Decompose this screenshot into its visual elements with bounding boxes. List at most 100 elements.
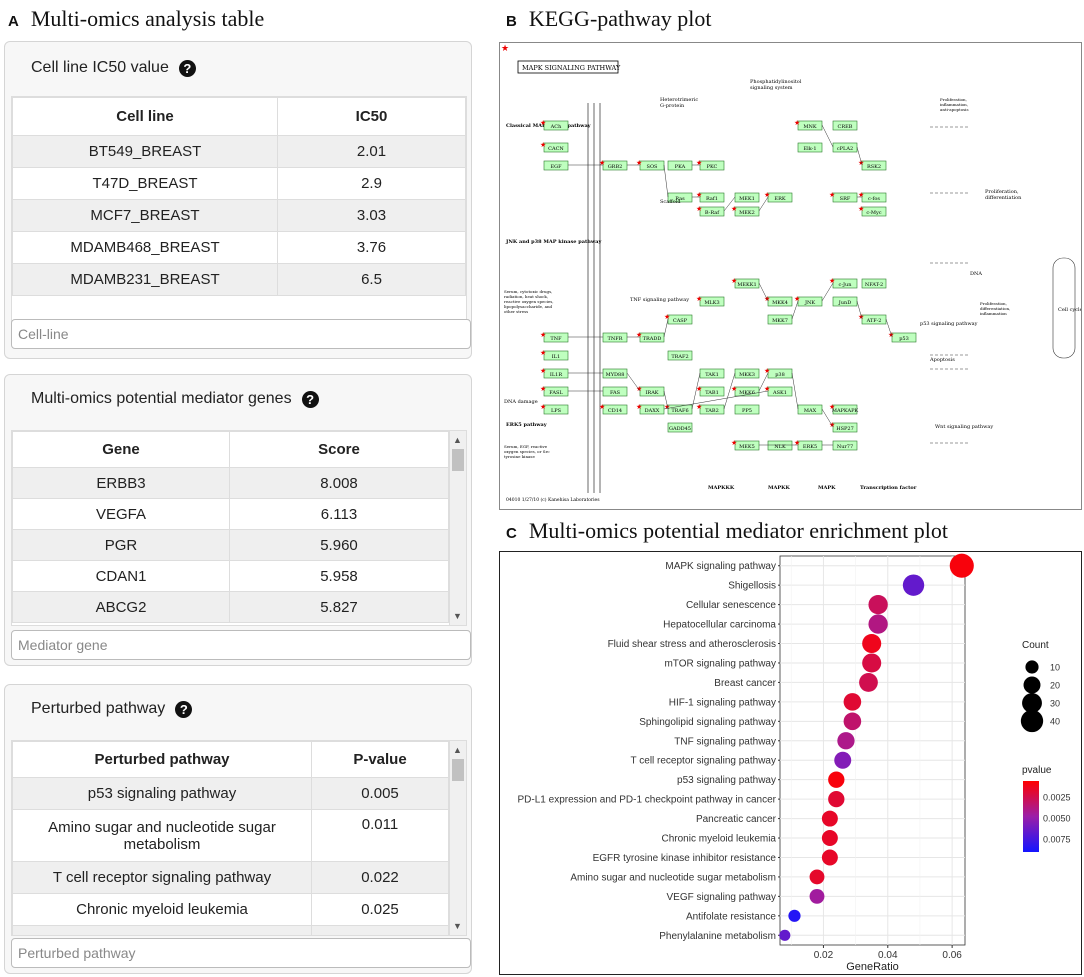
gene-node[interactable] xyxy=(543,160,569,171)
column-header[interactable]: IC50 xyxy=(277,97,466,136)
table-row[interactable]: Amino sugar and nucleotide sugar metabol… xyxy=(12,809,449,862)
perturbed-scrollbar[interactable]: ▲ ▼ xyxy=(449,741,466,935)
gene-node[interactable] xyxy=(543,404,569,415)
data-point[interactable] xyxy=(834,751,852,769)
gene-node[interactable] xyxy=(832,422,858,433)
table-row[interactable]: p53 signaling pathway 0.005 xyxy=(12,777,449,810)
data-point[interactable] xyxy=(809,888,825,904)
data-point[interactable] xyxy=(868,614,888,634)
table-row[interactable]: MCF7_BREAST 3.03 xyxy=(12,199,466,232)
table-row[interactable]: Chronic myeloid leukemia 0.025 xyxy=(12,893,449,926)
scroll-up-icon[interactable]: ▲ xyxy=(453,745,462,755)
gene-node[interactable] xyxy=(543,350,569,361)
column-header[interactable]: Score xyxy=(229,431,449,468)
gene-node[interactable] xyxy=(832,120,858,131)
data-point[interactable] xyxy=(821,830,838,847)
scroll-down-icon[interactable]: ▼ xyxy=(453,611,462,621)
gene-node[interactable] xyxy=(699,160,725,171)
gene-node[interactable] xyxy=(699,192,725,203)
scroll-down-icon[interactable]: ▼ xyxy=(453,921,462,931)
table-row[interactable]: CDAN1 5.958 xyxy=(12,560,449,592)
perturbed-pathway-filter-input[interactable] xyxy=(11,938,471,968)
help-icon[interactable]: ? xyxy=(175,700,193,718)
data-point[interactable] xyxy=(821,849,838,866)
data-point[interactable] xyxy=(843,712,862,731)
scroll-thumb[interactable] xyxy=(452,759,464,781)
gene-node[interactable] xyxy=(667,160,693,171)
gene-node[interactable] xyxy=(543,332,569,343)
scroll-thumb[interactable] xyxy=(452,449,464,471)
gene-node[interactable] xyxy=(734,206,760,217)
gene-node[interactable] xyxy=(667,422,693,433)
column-header[interactable]: Gene xyxy=(12,431,230,468)
gene-node[interactable] xyxy=(767,440,793,451)
gene-node[interactable] xyxy=(602,386,628,397)
gene-node[interactable] xyxy=(734,440,760,451)
scroll-up-icon[interactable]: ▲ xyxy=(453,435,462,445)
data-point[interactable] xyxy=(837,732,855,750)
gene-node[interactable] xyxy=(797,404,823,415)
help-icon[interactable]: ? xyxy=(301,390,319,408)
table-row[interactable]: T47D_BREAST 2.9 xyxy=(12,167,466,200)
data-point[interactable] xyxy=(828,790,845,808)
data-point[interactable] xyxy=(949,553,974,578)
gene-node[interactable] xyxy=(767,296,793,307)
gene-node[interactable] xyxy=(543,120,569,131)
mediator-gene-filter-input[interactable] xyxy=(11,630,471,660)
gene-node[interactable] xyxy=(602,404,628,415)
table-row[interactable]: PGR 5.960 xyxy=(12,529,449,561)
gene-node[interactable] xyxy=(832,278,858,289)
gene-node[interactable] xyxy=(602,160,628,171)
gene-node[interactable] xyxy=(734,192,760,203)
gene-node[interactable] xyxy=(861,206,887,217)
gene-node[interactable] xyxy=(767,386,793,397)
gene-node[interactable] xyxy=(543,368,569,379)
data-point[interactable] xyxy=(862,633,882,654)
data-point[interactable] xyxy=(788,909,801,922)
gene-node[interactable] xyxy=(861,160,887,171)
gene-node[interactable] xyxy=(667,404,693,415)
data-point[interactable] xyxy=(809,869,825,885)
table-row[interactable]: VEGFA 6.113 xyxy=(12,498,449,530)
column-header[interactable]: Perturbed pathway xyxy=(12,741,312,778)
table-row[interactable]: T cell receptor signaling pathway 0.022 xyxy=(12,861,449,894)
gene-node[interactable] xyxy=(602,368,628,379)
gene-node[interactable] xyxy=(891,332,917,343)
data-point[interactable] xyxy=(843,693,862,711)
table-row[interactable]: MDAMB231_BREAST 6.5 xyxy=(12,263,466,296)
gene-node[interactable] xyxy=(699,404,725,415)
table-row[interactable]: ERBB3 8.008 xyxy=(12,467,449,499)
data-point[interactable] xyxy=(779,929,791,941)
gene-node[interactable] xyxy=(832,440,858,451)
table-row[interactable]: ABCG2 5.827 xyxy=(12,591,449,623)
table-row[interactable]: BT549_BREAST 2.01 xyxy=(12,135,466,168)
gene-node[interactable] xyxy=(667,192,693,203)
gene-node[interactable] xyxy=(832,192,858,203)
gene-node[interactable] xyxy=(699,296,725,307)
column-header[interactable]: Cell line xyxy=(12,97,278,136)
gene-node[interactable] xyxy=(699,206,725,217)
gene-node[interactable] xyxy=(543,142,569,153)
gene-node[interactable] xyxy=(734,404,760,415)
gene-node[interactable] xyxy=(602,332,628,343)
gene-node[interactable] xyxy=(832,404,858,415)
gene-node[interactable] xyxy=(797,142,823,153)
gene-node[interactable] xyxy=(767,314,793,325)
data-point[interactable] xyxy=(859,673,878,692)
column-header[interactable]: P-value xyxy=(311,741,449,778)
data-point[interactable] xyxy=(828,771,845,788)
data-point[interactable] xyxy=(821,810,838,827)
gene-node[interactable] xyxy=(699,386,725,397)
gene-node[interactable] xyxy=(861,278,887,289)
data-point[interactable] xyxy=(902,574,925,596)
gene-node[interactable] xyxy=(861,192,887,203)
table-row[interactable]: MDAMB468_BREAST 3.76 xyxy=(12,231,466,264)
gene-node[interactable] xyxy=(639,332,665,343)
gene-node[interactable] xyxy=(667,350,693,361)
gene-node[interactable] xyxy=(734,386,760,397)
mediator-scrollbar[interactable]: ▲ ▼ xyxy=(449,431,466,625)
gene-node[interactable] xyxy=(639,404,665,415)
help-icon[interactable]: ? xyxy=(178,59,196,77)
gene-node[interactable] xyxy=(543,386,569,397)
